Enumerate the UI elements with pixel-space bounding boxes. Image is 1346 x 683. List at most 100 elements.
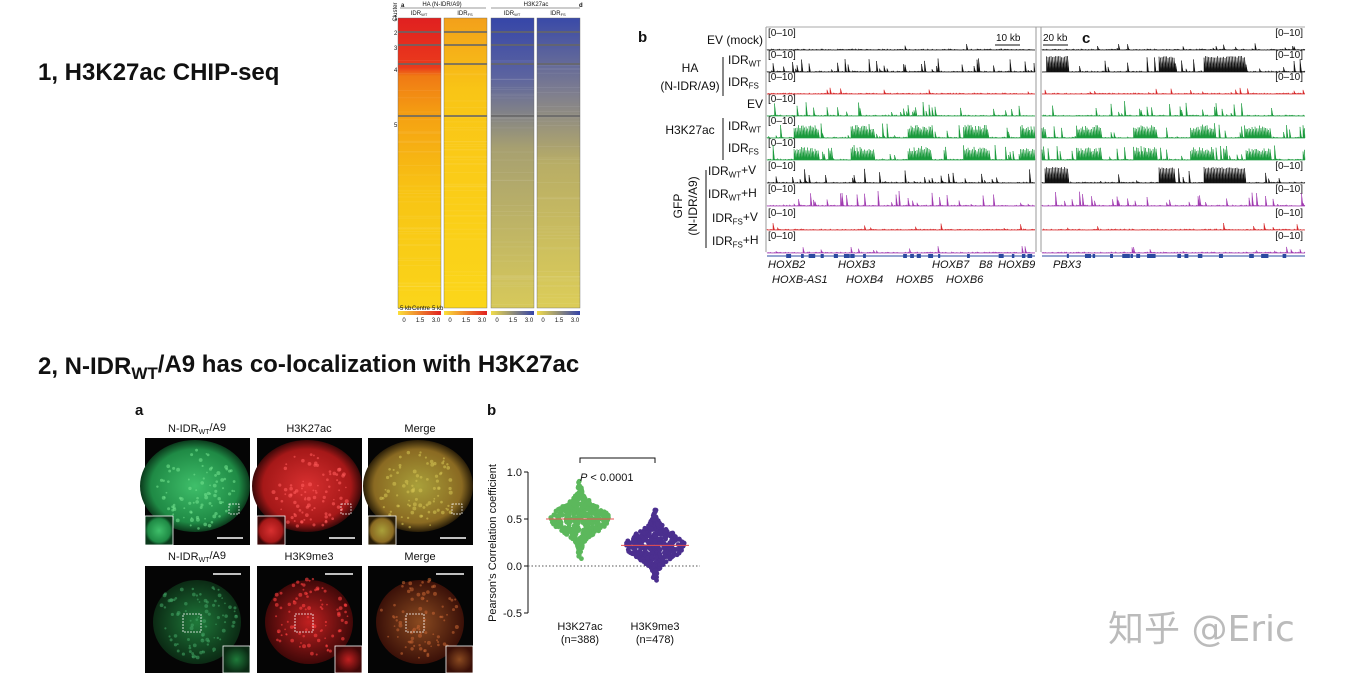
track-signal bbox=[766, 58, 1036, 73]
track-label: IDRWT+V bbox=[708, 163, 756, 180]
exon bbox=[1178, 254, 1181, 258]
zoom-box bbox=[294, 613, 314, 633]
speckle bbox=[291, 583, 296, 588]
speckle bbox=[276, 629, 281, 634]
speckle bbox=[302, 480, 305, 483]
exon bbox=[1092, 254, 1096, 258]
swarm-dot bbox=[662, 549, 668, 555]
heatmap-texture bbox=[491, 116, 534, 118]
speckle bbox=[336, 479, 339, 482]
track-signal bbox=[1041, 123, 1306, 139]
speckle bbox=[184, 610, 187, 613]
track-label-part: IDR bbox=[712, 211, 733, 225]
swarm-dot bbox=[641, 537, 646, 543]
heatmap-group: H3K27ac bbox=[524, 2, 549, 8]
track-signal bbox=[1041, 166, 1306, 184]
speckle bbox=[176, 612, 180, 616]
heatmap-texture bbox=[491, 87, 534, 89]
panel-label: b bbox=[638, 29, 647, 46]
speckle bbox=[169, 598, 174, 603]
speckle bbox=[425, 503, 429, 507]
swarm-dot bbox=[590, 506, 596, 512]
cluster-divider bbox=[537, 31, 580, 33]
heatmap-texture bbox=[491, 113, 534, 115]
swarm-dot bbox=[581, 518, 587, 524]
speckle bbox=[401, 584, 404, 588]
heatmap-texture bbox=[444, 282, 487, 284]
speckle bbox=[302, 644, 307, 649]
speckle bbox=[208, 467, 213, 471]
speckle bbox=[228, 504, 231, 507]
swarm-dot bbox=[555, 506, 561, 512]
colorbar-tick: 1.5 bbox=[555, 318, 564, 324]
speckle bbox=[424, 610, 428, 614]
heatmap-texture bbox=[398, 257, 441, 259]
speckle bbox=[274, 496, 279, 501]
speckle bbox=[426, 590, 430, 594]
colorbar-tick: 0 bbox=[402, 318, 406, 324]
x-tick-label: H3K27ac bbox=[557, 621, 603, 633]
swarm-dot bbox=[576, 552, 582, 558]
speckle bbox=[434, 474, 439, 478]
heatmap-texture bbox=[537, 231, 580, 233]
speckle bbox=[179, 497, 184, 501]
gene-label: HOXB4 bbox=[846, 274, 883, 286]
heatmap-texture bbox=[444, 117, 487, 118]
speckle bbox=[232, 480, 236, 483]
speckle bbox=[279, 591, 283, 595]
speckle bbox=[320, 607, 324, 611]
colorbar bbox=[398, 311, 441, 315]
cluster-divider bbox=[444, 115, 487, 117]
heatmap-texture bbox=[398, 151, 441, 153]
exon bbox=[1147, 254, 1152, 258]
speckle bbox=[408, 640, 412, 644]
speckle bbox=[324, 490, 328, 494]
speckle bbox=[214, 599, 217, 603]
speckle bbox=[412, 627, 417, 632]
speckle bbox=[173, 634, 178, 638]
speckle bbox=[276, 638, 279, 642]
speckle bbox=[285, 633, 288, 636]
speckle bbox=[441, 461, 445, 465]
swarm-dot bbox=[585, 506, 591, 511]
scale-label: 10 kb bbox=[996, 33, 1021, 44]
swarm-dot bbox=[636, 538, 642, 544]
speckle bbox=[408, 581, 413, 586]
speckle bbox=[454, 598, 457, 601]
speckle bbox=[212, 603, 216, 607]
speckle bbox=[208, 501, 212, 505]
track-label-part: IDR bbox=[728, 119, 749, 133]
speckle bbox=[401, 522, 404, 526]
speckle bbox=[172, 506, 176, 510]
swarm-dot bbox=[559, 508, 565, 513]
speckle bbox=[311, 509, 314, 511]
heatmap-texture bbox=[537, 198, 580, 200]
swarm-dot bbox=[584, 531, 590, 537]
speckle bbox=[298, 508, 302, 512]
speckle bbox=[221, 501, 224, 504]
n-label: (n=478) bbox=[636, 634, 674, 646]
swarm-dot bbox=[578, 492, 583, 497]
track-range: [0–10] bbox=[1275, 50, 1303, 61]
gene-label: HOXB6 bbox=[946, 274, 984, 286]
speckle bbox=[404, 479, 409, 484]
speckle bbox=[224, 614, 228, 618]
track-label-part: WT bbox=[749, 59, 762, 68]
nucleus bbox=[265, 580, 353, 664]
speckle bbox=[213, 493, 217, 498]
speckle bbox=[202, 619, 207, 624]
swarm-dot bbox=[632, 547, 638, 553]
track-label-part: FS bbox=[749, 147, 759, 156]
speckle bbox=[298, 632, 301, 635]
track-signal bbox=[1041, 101, 1305, 117]
speckle bbox=[416, 627, 419, 630]
speckle bbox=[293, 500, 297, 505]
heatmap-texture bbox=[537, 276, 580, 277]
heatmap-texture bbox=[444, 100, 487, 102]
swarm-dot bbox=[662, 534, 668, 540]
speckle bbox=[404, 646, 407, 649]
heatmap-texture bbox=[444, 197, 487, 199]
speckle bbox=[419, 451, 422, 454]
speckle bbox=[323, 589, 327, 593]
speckle bbox=[432, 486, 436, 490]
